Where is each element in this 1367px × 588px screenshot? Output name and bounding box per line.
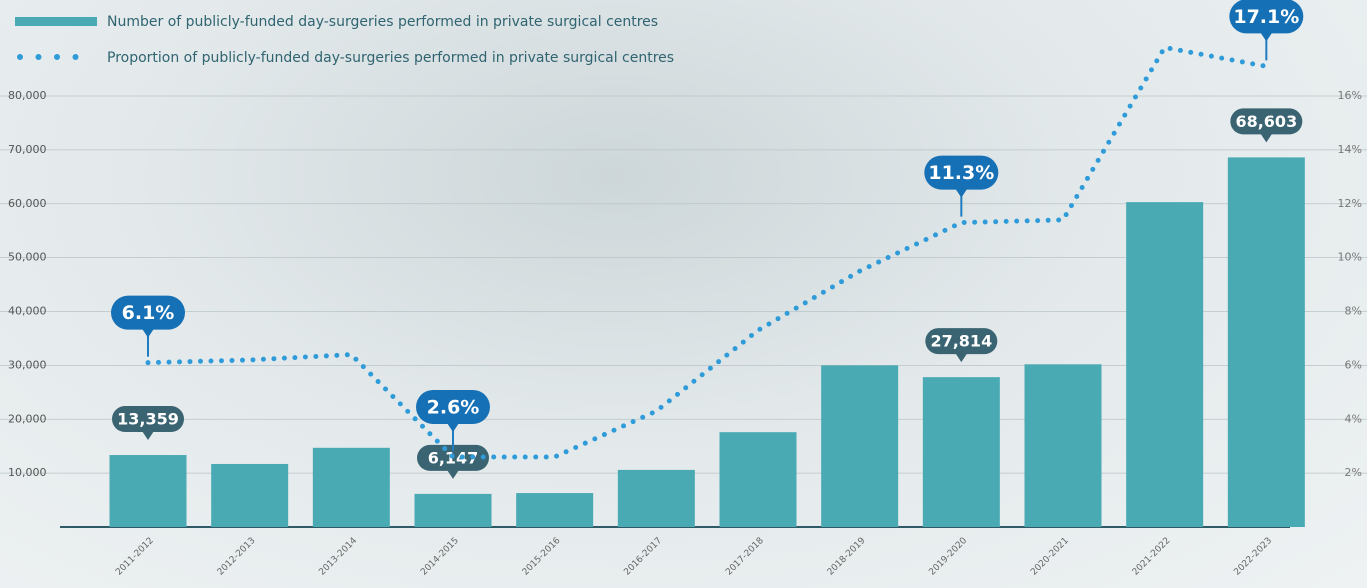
y2-tick-label: 4% (1345, 412, 1362, 425)
callout-pointer (955, 353, 967, 362)
bar (211, 464, 288, 527)
x-tick-label: 2012-2013 (216, 536, 258, 578)
y-tick-label: 40,000 (8, 305, 47, 318)
x-tick-label: 2014-2015 (419, 536, 461, 578)
x-tick-label: 2011-2012 (114, 536, 156, 578)
legend-label: Number of publicly-funded day-surgeries … (107, 14, 658, 30)
y2-tick-label: 10% (1338, 251, 1362, 264)
callout-pointer (1260, 32, 1272, 41)
y2-tick-label: 8% (1345, 305, 1362, 318)
x-tick-label: 2020-2021 (1029, 536, 1071, 578)
y2-tick-label: 2% (1345, 466, 1362, 479)
legend-label: Proportion of publicly-funded day-surger… (107, 50, 674, 66)
y-tick-label: 60,000 (8, 197, 47, 210)
chart: 10,000 20,000 30,000 40,000 50,000 60,000 70,0… (0, 0, 1367, 588)
x-tick-label: 2019-2020 (927, 536, 969, 578)
data-label: 68,603 (1235, 112, 1297, 131)
bar (313, 448, 390, 527)
y-tick-label: 10,000 (8, 466, 47, 479)
bar (618, 470, 695, 527)
legend-swatch (15, 17, 97, 26)
data-label: 27,814 (930, 332, 992, 351)
x-tick-label: 2017-2018 (724, 536, 766, 578)
y2-tick-label: 16% (1338, 89, 1362, 102)
y-tick-label: 80,000 (8, 89, 47, 102)
callout-pointer (447, 423, 459, 432)
bar (821, 365, 898, 527)
x-tick-label: 2015-2016 (521, 536, 563, 578)
callout-pointer (955, 189, 967, 198)
y-tick-label: 50,000 (8, 251, 47, 264)
y-tick-label: 70,000 (8, 143, 47, 156)
data-label: 17.1% (1233, 6, 1299, 28)
callout-pointer (142, 329, 154, 338)
y-tick-label: 30,000 (8, 358, 47, 371)
bar (923, 377, 1000, 527)
callout-pointer (142, 431, 154, 440)
bar (1126, 202, 1203, 527)
bar (1228, 157, 1305, 527)
data-label: 2.6% (427, 396, 480, 418)
bar (110, 455, 187, 527)
bar (415, 494, 492, 527)
x-tick-label: 2022-2023 (1232, 536, 1274, 578)
y2-tick-label: 6% (1345, 358, 1362, 371)
x-tick-label: 2021-2022 (1131, 536, 1173, 578)
y2-tick-label: 14% (1338, 143, 1362, 156)
data-label: 13,359 (117, 410, 179, 429)
y2-tick-label: 12% (1338, 197, 1362, 210)
y-tick-label: 20,000 (8, 412, 47, 425)
data-label: 6.1% (122, 302, 175, 324)
x-tick-label: 2018-2019 (826, 536, 868, 578)
x-tick-label: 2013-2014 (317, 536, 359, 578)
x-tick-label: 2016-2017 (622, 536, 664, 578)
bar (1025, 364, 1102, 527)
callout-pointer (447, 470, 459, 479)
bar (720, 432, 797, 527)
data-label: 11.3% (928, 162, 994, 184)
callout-pointer (1260, 133, 1272, 142)
bar (516, 493, 593, 527)
